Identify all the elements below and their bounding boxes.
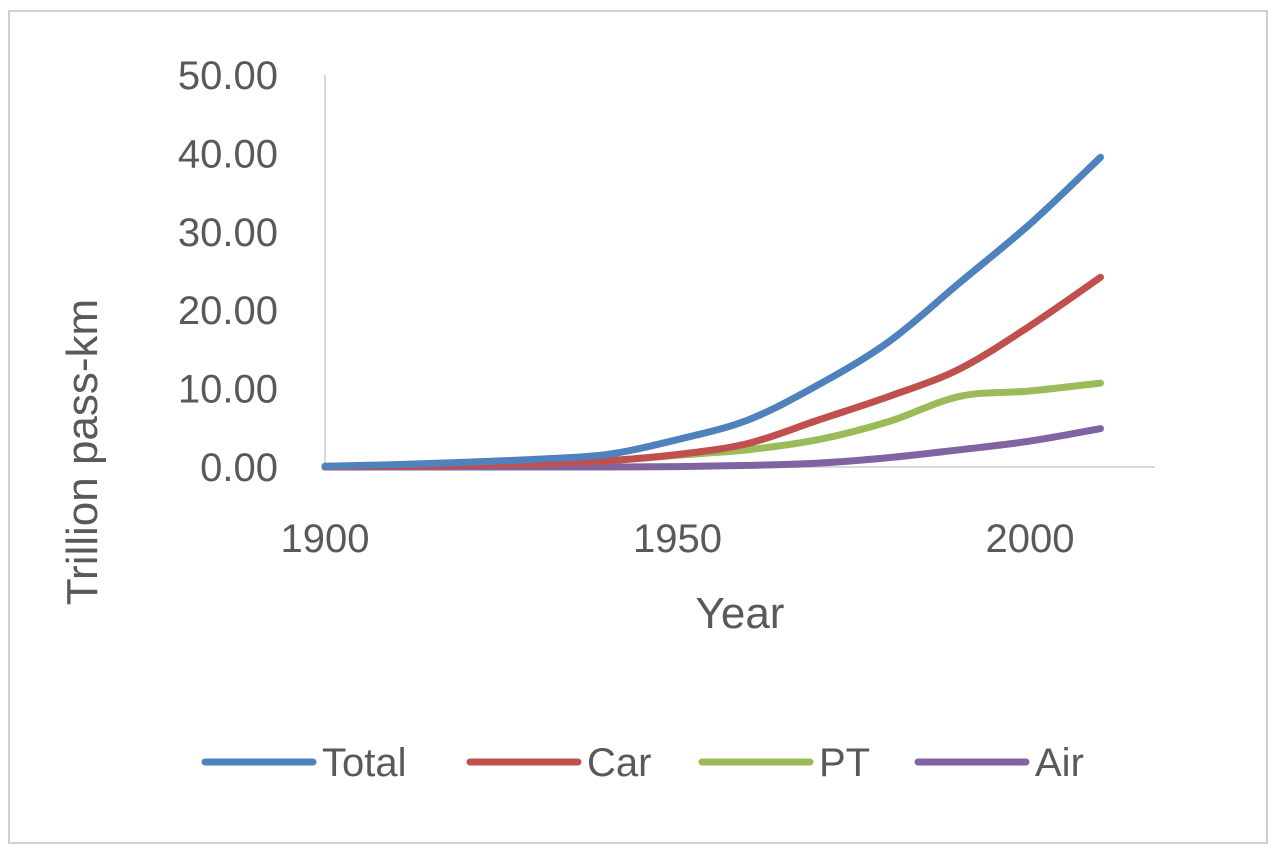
legend-label-air: Air bbox=[1035, 741, 1084, 785]
series-line-car bbox=[321, 273, 1104, 471]
legend-label-pt: PT bbox=[819, 741, 870, 785]
y-tick-label: 50.00 bbox=[178, 54, 278, 98]
x-tick-label: 2000 bbox=[986, 517, 1075, 561]
y-tick-label: 10.00 bbox=[178, 368, 278, 412]
x-tick-label: 1950 bbox=[633, 517, 722, 561]
series-line-total bbox=[321, 153, 1104, 470]
x-axis-title: Year bbox=[696, 589, 785, 638]
y-tick-label: 30.00 bbox=[178, 211, 278, 255]
x-tick-label: 1900 bbox=[281, 517, 370, 561]
axes bbox=[324, 75, 1155, 468]
y-tick-label: 20.00 bbox=[178, 289, 278, 333]
legend: Total Car PT Air bbox=[201, 741, 1084, 785]
y-tick-label: 40.00 bbox=[178, 132, 278, 176]
series-line-pt bbox=[321, 379, 1104, 470]
legend-label-car: Car bbox=[587, 741, 651, 785]
legend-label-total: Total bbox=[322, 741, 407, 785]
chart-frame bbox=[8, 10, 1268, 844]
y-tick-label: 0.00 bbox=[200, 446, 278, 490]
y-axis-title: Trillion pass-km bbox=[58, 299, 107, 605]
tick-labels: 0.00 10.00 20.00 30.00 40.00 50.00 1900 1950 200… bbox=[178, 54, 1075, 561]
series-layer bbox=[321, 153, 1104, 471]
